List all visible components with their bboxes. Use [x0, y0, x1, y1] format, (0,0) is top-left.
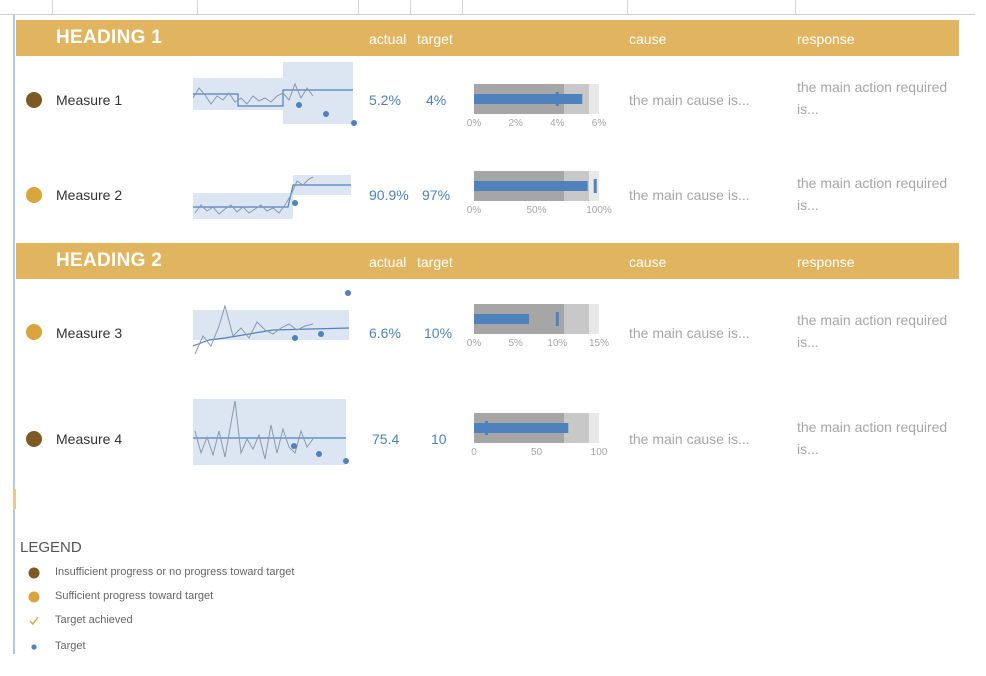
col-cause: cause — [629, 254, 667, 270]
cell-marker — [13, 489, 16, 509]
grid-line — [627, 0, 628, 14]
measure-name: Measure 4 — [56, 431, 123, 447]
bullet-actual-bar — [474, 314, 529, 324]
col-response: response — [797, 254, 855, 270]
bullet-axis-ticks: 0% 50% 100% — [467, 205, 612, 216]
bullet-tick-label: 2% — [508, 118, 523, 129]
bullet-axis-ticks: 0% 2% 4% 6% — [467, 118, 607, 129]
status-dot-insufficient — [26, 431, 42, 447]
col-target: target — [417, 31, 453, 47]
dark-circle-icon — [28, 567, 40, 579]
sheet-left-border — [13, 14, 15, 654]
status-dot-sufficient — [26, 324, 42, 340]
status-dot-sufficient — [26, 187, 42, 203]
bullet-actual-bar — [474, 423, 569, 433]
bullet-tick-label: 4% — [550, 118, 565, 129]
status-dot-insufficient — [26, 92, 42, 108]
response-text: the main action required is... — [797, 175, 948, 213]
section-header-2: HEADING 2 actual target cause response — [16, 243, 959, 279]
bullet-chart: 0% 5% 10% 15% — [467, 304, 609, 349]
sparkline-chart — [193, 62, 357, 126]
grid-line — [197, 0, 198, 14]
bullet-tick-label: 100% — [586, 205, 612, 216]
bullet-target-marker — [485, 421, 488, 435]
response-text: the main action required is... — [797, 79, 948, 117]
bullet-actual-bar — [474, 94, 583, 104]
bullet-chart: 0 50 100 — [471, 413, 608, 458]
target-value: 10 — [431, 431, 447, 447]
measure-row: Measure 1 5.2% 4% 0% 2% 4% 6% the main caus… — [16, 60, 959, 140]
bullet-actual-bar — [474, 181, 588, 191]
blue-dot-icon — [31, 644, 37, 650]
col-actual: actual — [369, 31, 407, 47]
grid-line — [52, 0, 53, 14]
bullet-tick-label: 0 — [471, 447, 477, 458]
bullet-tick-label: 0% — [467, 338, 482, 349]
target-value: 4% — [426, 92, 447, 108]
bullet-tick-label: 6% — [592, 118, 607, 129]
legend-text: Sufficient progress toward target — [55, 590, 214, 602]
cause-text: the main cause is... — [629, 187, 750, 203]
legend-title: LEGEND — [20, 539, 82, 556]
sparkline-chart — [193, 399, 349, 465]
bullet-chart: 0% 50% 100% — [467, 171, 612, 216]
gold-circle-icon — [28, 591, 40, 603]
section-heading: HEADING 1 — [56, 27, 163, 48]
actual-value: 75.4 — [372, 431, 400, 447]
measure-row: Measure 3 6.6% 10% 0% 5% 10% 15% the main c… — [16, 286, 959, 386]
col-target: target — [417, 254, 453, 270]
bullet-tick-label: 50 — [531, 447, 543, 458]
bullet-tick-label: 10% — [547, 338, 567, 349]
bullet-chart: 0% 2% 4% 6% — [467, 84, 607, 129]
bullet-tick-label: 0% — [467, 205, 482, 216]
grid-line — [462, 0, 463, 14]
measure-name: Measure 3 — [56, 325, 123, 341]
col-actual: actual — [369, 254, 407, 270]
bullet-tick-label: 100 — [591, 447, 608, 458]
bullet-tick-label: 5% — [508, 338, 523, 349]
grid-line — [358, 0, 359, 14]
measure-row: Measure 4 75.4 10 0 50 100 the main cause … — [16, 395, 959, 475]
bullet-target-marker — [555, 312, 559, 326]
grid-line — [410, 0, 411, 14]
check-icon — [29, 616, 39, 626]
actual-value: 90.9% — [369, 187, 409, 203]
cause-text: the main cause is... — [629, 92, 750, 108]
legend-text: Insufficient progress or no progress tow… — [55, 566, 295, 578]
col-response: response — [797, 31, 855, 47]
cause-text: the main cause is... — [629, 325, 750, 341]
sparkline-chart — [193, 175, 351, 219]
response-text: the main action required is... — [797, 312, 948, 350]
bullet-target-marker — [555, 92, 559, 106]
response-text: the main action required is... — [797, 419, 948, 457]
section-header-1: HEADING 1 actual target cause response — [16, 20, 959, 56]
section-heading: HEADING 2 — [56, 250, 163, 271]
bullet-tick-label: 50% — [526, 205, 546, 216]
legend-text: Target achieved — [55, 614, 133, 626]
sparkline-chart — [193, 290, 351, 355]
target-value: 97% — [422, 187, 451, 203]
actual-value: 6.6% — [369, 325, 401, 341]
measure-name: Measure 1 — [56, 92, 123, 108]
col-cause: cause — [629, 31, 667, 47]
target-value: 10% — [424, 325, 453, 341]
actual-value: 5.2% — [369, 92, 401, 108]
bullet-tick-label: 0% — [467, 118, 482, 129]
cause-text: the main cause is... — [629, 431, 750, 447]
grid-line — [795, 0, 796, 14]
bullet-axis-ticks: 0 50 100 — [471, 447, 608, 458]
bullet-target-marker — [593, 179, 597, 193]
bullet-axis-ticks: 0% 5% 10% 15% — [467, 338, 609, 349]
bullet-tick-label: 15% — [589, 338, 609, 349]
measure-name: Measure 2 — [56, 187, 123, 203]
legend-text: Target — [55, 640, 86, 652]
measure-row: Measure 2 90.9% 97% 0% 50% 100% the main c… — [16, 155, 959, 235]
sheet-top-border — [0, 14, 975, 15]
